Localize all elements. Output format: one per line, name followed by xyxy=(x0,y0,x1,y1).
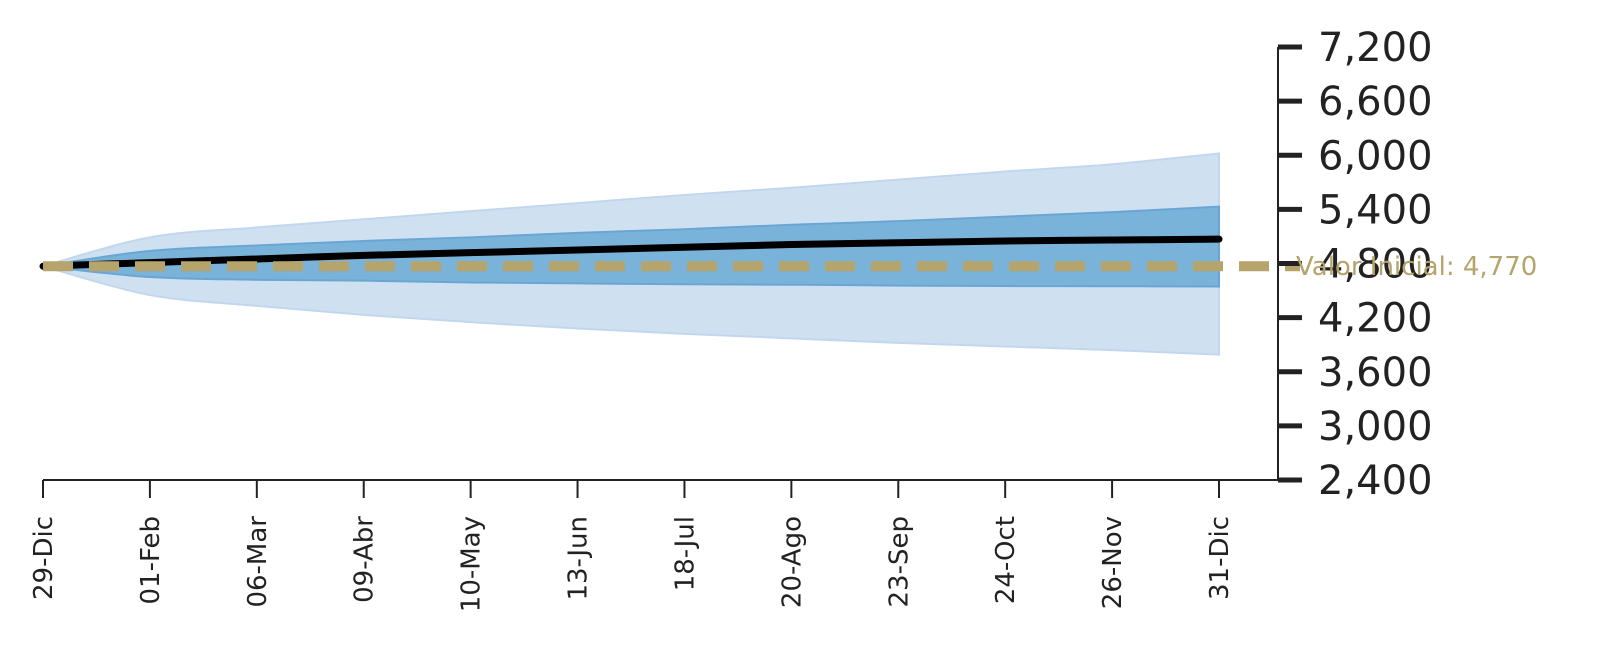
x-tick-label: 13-Jun xyxy=(564,516,594,601)
y-tick-label: 6,000 xyxy=(1318,133,1433,179)
x-tick-label: 01-Feb xyxy=(136,516,166,605)
y-tick-label: 4,200 xyxy=(1318,296,1433,342)
x-tick-label: 31-Dic xyxy=(1205,516,1235,600)
y-tick-label: 4,800 xyxy=(1318,242,1433,288)
x-tick-label: 29-Dic xyxy=(29,516,59,600)
y-tick-label: 3,000 xyxy=(1318,404,1433,450)
median-line-layer xyxy=(39,235,1223,270)
y-tick-label: 2,400 xyxy=(1318,458,1433,504)
x-tick-label: 20-Ago xyxy=(777,516,807,608)
x-tick-label: 18-Jul xyxy=(670,516,700,591)
x-tick-label: 24-Oct xyxy=(991,516,1021,604)
y-tick-label: 5,400 xyxy=(1318,187,1433,233)
x-tick-label: 26-Nov xyxy=(1098,516,1128,609)
x-tick-label: 09-Abr xyxy=(350,516,380,603)
x-axis: 29-Dic 01-Feb 06-Mar 09-Abr 10-May 13-Jun 18-J… xyxy=(29,479,1278,612)
reference-label-layer: Valor Inicial: 4,770 xyxy=(1296,252,1537,282)
y-axis: 7,200 6,600 6,000 5,400 4,800 4,200 3,600 3,000… xyxy=(1277,25,1433,504)
x-tick-label: 23-Sep xyxy=(884,516,914,607)
y-tick-label: 6,600 xyxy=(1318,79,1433,125)
median-line xyxy=(39,235,1223,270)
reference-line-label: Valor Inicial: 4,770 xyxy=(1296,252,1537,282)
x-tick-label: 10-May xyxy=(457,516,487,612)
x-tick-label: 06-Mar xyxy=(243,516,273,608)
y-tick-label: 7,200 xyxy=(1318,25,1433,71)
y-tick-label: 3,600 xyxy=(1318,350,1433,396)
